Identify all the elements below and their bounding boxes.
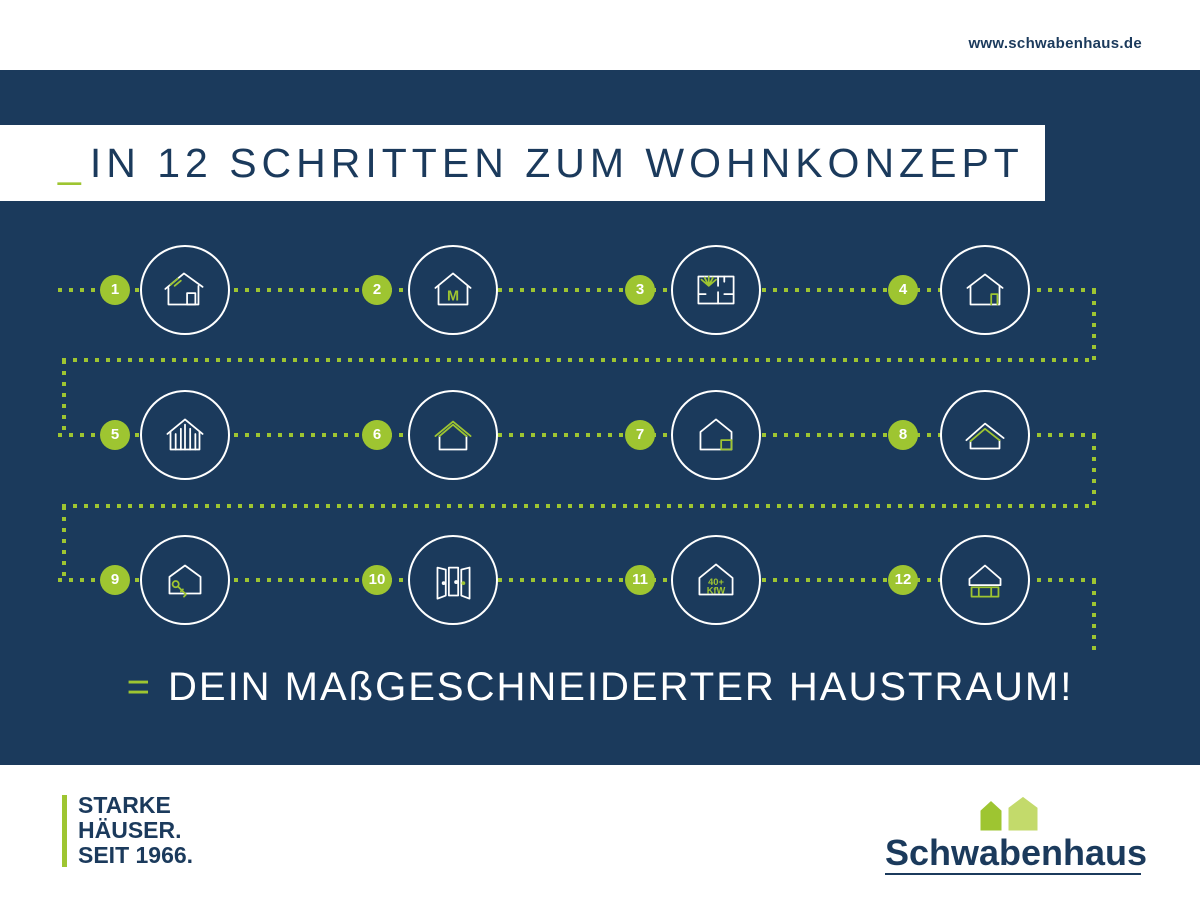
doors-icon [436,566,471,600]
step-circle [940,390,1030,480]
step-number-badge: 8 [888,420,918,450]
step-circle: M [408,245,498,335]
step-number-badge: 5 [100,420,130,450]
kfw-label-bottom: KfW [707,585,726,595]
title-text: IN 12 SCHRITTEN ZUM WOHNKONZEPT [89,139,1024,186]
tagline-line: STARKE [78,792,171,818]
step-circle [940,245,1030,335]
step-number-badge: 12 [888,565,918,595]
step-circle: 40+ KfW [671,535,761,625]
brand-underline [885,873,1141,875]
company-tagline: STARKE HÄUSER. SEIT 1966. [78,793,193,868]
result-text: DEIN MAßGESCHNEIDERTER HAUSTRAUM! [168,665,1074,709]
step-circle [140,245,230,335]
step-circle [140,390,230,480]
title-banner: _IN 12 SCHRITTEN ZUM WOHNKONZEPT [0,125,1045,201]
step-number-badge: 11 [625,565,655,595]
website-url: www.schwabenhaus.de [968,35,1142,52]
floor-plan-icon [697,275,735,305]
dotted-connector [62,506,66,582]
result-line: = DEIN MAßGESCHNEIDERTER HAUSTRAUM! [0,665,1200,710]
kfw-efficiency-icon: 40+ KfW [698,563,734,595]
model-house-icon: M [434,272,472,306]
step-number-badge: 10 [362,565,392,595]
kfw-label-top: 40+ [708,577,724,587]
step-circle [671,390,761,480]
page-title: _IN 12 SCHRITTEN ZUM WOHNKONZEPT [58,140,1024,187]
schwabenhaus-logo: Schwabenhaus [885,792,1148,875]
basement-icon [968,564,1002,598]
equals-sign: = [126,665,152,709]
tagline-line: HÄUSER. [78,817,182,843]
tagline-line: SEIT 1966. [78,842,194,868]
step-number-badge: 9 [100,565,130,595]
dotted-connector [62,360,66,437]
tagline-accent-bar [62,795,67,867]
house-shell-icon [166,418,204,451]
schwabenhaus-houses-icon [977,793,1041,834]
dotted-connector [58,433,1096,437]
house-entrance-icon [966,273,1004,306]
dotted-connector [1092,290,1096,362]
dotted-connector [58,288,1096,292]
roof-construction-icon [434,420,472,451]
sketch-house-icon [164,272,204,306]
title-underscore: _ [58,139,86,186]
step-circle [671,245,761,335]
step-number-badge: 6 [362,420,392,450]
step-circle [408,535,498,625]
house-extension-icon [699,418,733,451]
brand-wordmark: Schwabenhaus [885,832,1148,873]
dotted-connector [58,578,1096,582]
step-number-badge: 2 [362,275,392,305]
step-number-badge: 7 [625,420,655,450]
attic-roof-icon [965,422,1005,450]
model-house-letter: M [447,288,459,304]
key-handover-icon [168,564,202,598]
step-number-badge: 1 [100,275,130,305]
step-number-badge: 3 [625,275,655,305]
dotted-connector [1092,435,1096,508]
step-circle [940,535,1030,625]
dotted-connector [1092,580,1096,652]
dotted-connector [62,504,1096,508]
step-circle [408,390,498,480]
dotted-connector [62,358,1096,362]
step-number-badge: 4 [888,275,918,305]
step-circle [140,535,230,625]
